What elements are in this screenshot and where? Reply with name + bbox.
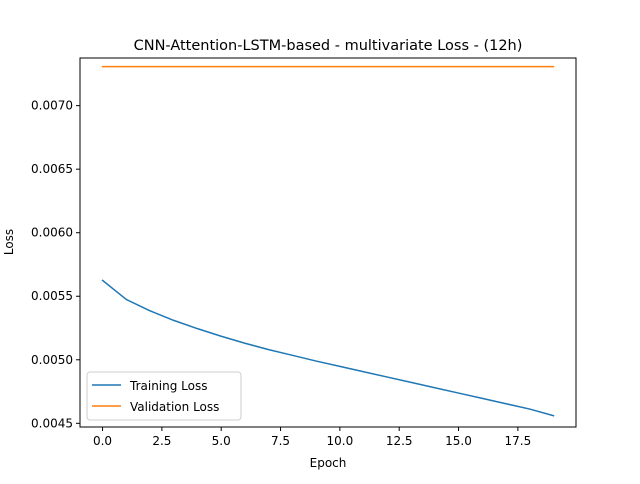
series-line-training-loss [101,279,555,417]
series-layer [101,65,555,417]
x-tick-label: 7.5 [271,434,290,448]
y-axis-label: Loss [2,229,16,255]
x-tick-label: 17.5 [504,434,531,448]
x-tick-label: 15.0 [445,434,472,448]
legend-label-training-loss: Training Loss [129,379,207,393]
legend-box [86,371,242,421]
x-axis-label: Epoch [310,456,347,470]
legend: Training Loss Validation Loss [86,371,242,421]
y-tick-label: 0.0065 [31,162,73,176]
x-tick-label: 2.5 [152,434,171,448]
x-tick-label: 5.0 [212,434,231,448]
y-tick-label: 0.0070 [31,99,73,113]
plot-frame [79,57,577,428]
x-tick-label: 0.0 [93,434,112,448]
x-tick-label: 12.5 [386,434,413,448]
x-tick-label: 10.0 [327,434,354,448]
y-axis-ticks: 0.0045 0.0050 0.0055 0.0060 0.0065 0.0070 [31,99,80,430]
x-axis-ticks: 0.0 2.5 5.0 7.5 10.0 12.5 15.0 17.5 [93,427,531,448]
legend-label-validation-loss: Validation Loss [130,400,219,414]
y-tick-label: 0.0055 [31,289,73,303]
chart-title: CNN-Attention-LSTM-based - multivariate … [134,38,523,54]
y-tick-label: 0.0060 [31,226,73,240]
y-tick-label: 0.0045 [31,416,73,430]
y-tick-label: 0.0050 [31,353,73,367]
